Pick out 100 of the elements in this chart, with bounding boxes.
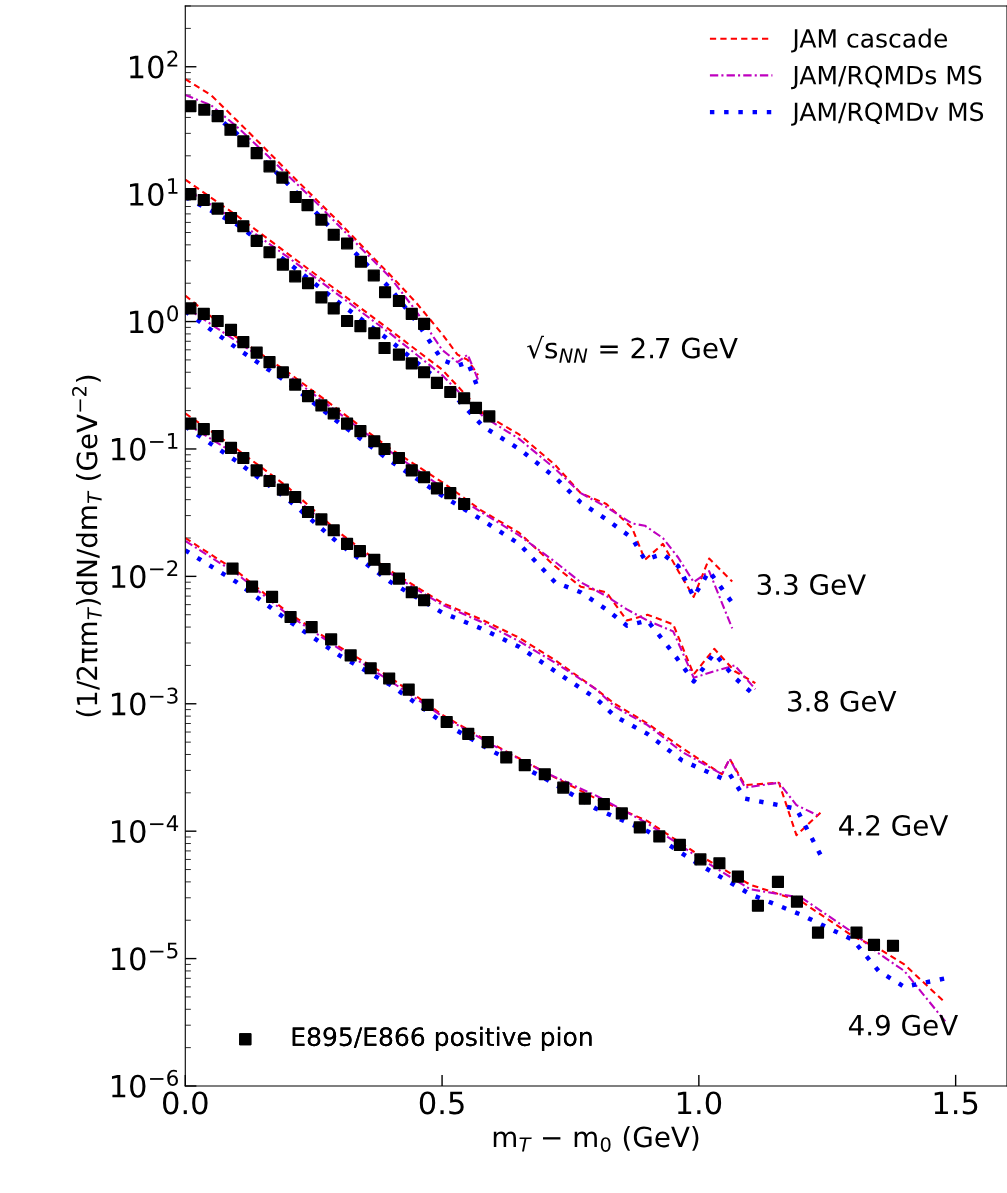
point [340, 314, 354, 328]
point [418, 471, 431, 484]
y-tick-label: 10$^{2}$ [130, 50, 178, 79]
point [653, 830, 666, 843]
point [327, 524, 340, 537]
point [237, 336, 250, 349]
point [263, 474, 276, 488]
point [211, 430, 224, 443]
point [462, 727, 475, 740]
point [354, 425, 367, 438]
point [289, 378, 302, 391]
point [578, 792, 591, 805]
point [481, 736, 494, 749]
point [211, 314, 224, 328]
point [185, 302, 197, 315]
point [224, 323, 238, 336]
point [276, 366, 289, 379]
y-tick-label: 10$^{1}$ [130, 178, 178, 206]
point [402, 683, 415, 696]
point [405, 586, 418, 599]
point [353, 544, 366, 558]
point [367, 269, 380, 282]
point [378, 341, 391, 355]
point [224, 441, 238, 454]
point [430, 482, 444, 495]
point [354, 320, 367, 333]
point [378, 442, 391, 456]
point [421, 698, 434, 711]
point [276, 171, 289, 184]
point [430, 376, 444, 389]
point [440, 715, 453, 729]
point [368, 435, 381, 448]
x-axis-title: m$_{T}$ − m$_{0}$ (GeV) [493, 1125, 699, 1152]
point [237, 451, 250, 465]
point [383, 672, 396, 685]
point [392, 348, 406, 361]
x-tick-label: 1.0 [677, 1091, 722, 1115]
point [327, 228, 340, 241]
point [315, 213, 328, 226]
point [224, 211, 238, 225]
point [198, 103, 211, 116]
point [289, 190, 302, 204]
point [392, 572, 406, 585]
point [444, 385, 457, 399]
point [211, 202, 224, 215]
point [850, 926, 863, 939]
y-tick-label: 10$^{−1}$ [111, 433, 178, 461]
point [325, 633, 338, 646]
point [673, 838, 686, 852]
point [185, 188, 197, 201]
legend-label: E895/E866 positive pion [292, 1026, 592, 1051]
point [405, 357, 418, 370]
point [250, 346, 263, 359]
y-tick-label: 10$^{−4}$ [111, 815, 179, 844]
point [790, 895, 804, 908]
annotation: √s$_{NN}$ = 2.7 GeV [527, 335, 738, 363]
point [886, 939, 900, 952]
point [284, 610, 297, 624]
point [867, 938, 881, 951]
point [340, 537, 354, 550]
point [418, 317, 431, 330]
point [301, 199, 314, 212]
point [633, 821, 646, 834]
point [694, 853, 707, 866]
point [250, 147, 263, 160]
point [301, 390, 315, 403]
legend-label: JAM/RQMDv MS [791, 102, 984, 126]
point [444, 487, 457, 500]
point [185, 417, 197, 430]
point [518, 759, 531, 772]
point [237, 135, 250, 148]
point [211, 110, 224, 123]
point [538, 768, 551, 781]
point [483, 410, 496, 423]
point [500, 751, 513, 764]
point [197, 193, 210, 207]
point [305, 620, 318, 634]
point [405, 464, 418, 477]
point [266, 590, 279, 603]
point [263, 356, 276, 369]
point [458, 497, 471, 511]
point [340, 237, 354, 250]
point [237, 220, 250, 233]
point [185, 100, 197, 113]
x-tick-label: 0.5 [419, 1091, 464, 1115]
annotation: 4.2 GeV [839, 814, 949, 836]
point [250, 464, 263, 477]
point [771, 875, 785, 888]
point [392, 294, 406, 308]
point [197, 307, 210, 320]
point [327, 302, 340, 315]
point [276, 258, 289, 271]
y-tick-label: 10$^{0}$ [130, 305, 179, 334]
point [340, 417, 354, 430]
point [276, 483, 289, 496]
point [731, 870, 744, 883]
point [378, 286, 392, 299]
point [344, 649, 357, 662]
point [301, 277, 315, 290]
point [315, 291, 328, 304]
